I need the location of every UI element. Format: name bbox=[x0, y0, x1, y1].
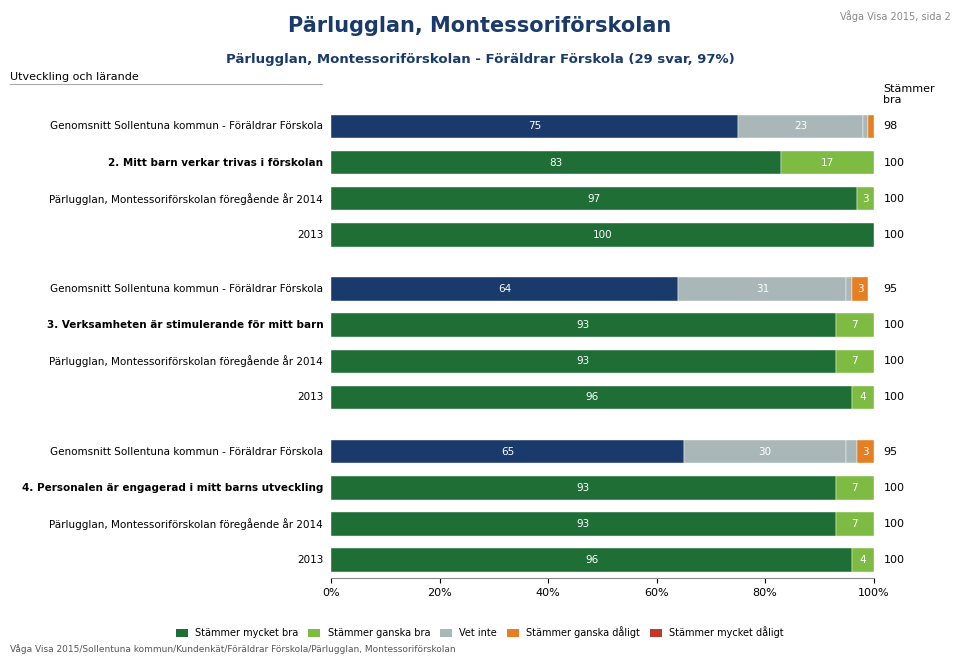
Text: 4. Personalen är engagerad i mitt barns utveckling: 4. Personalen är engagerad i mitt barns … bbox=[22, 483, 324, 493]
Legend: Stämmer mycket bra, Stämmer ganska bra, Vet inte, Stämmer ganska dåligt, Stämmer: Stämmer mycket bra, Stämmer ganska bra, … bbox=[172, 623, 788, 643]
Text: 3: 3 bbox=[862, 447, 869, 457]
Text: 17: 17 bbox=[821, 158, 834, 168]
Text: 3: 3 bbox=[856, 284, 863, 294]
Text: 100: 100 bbox=[883, 555, 904, 565]
Text: Våga Visa 2015/Sollentuna kommun/Kundenkät/Föräldrar Förskola/Pärlugglan, Montes: Våga Visa 2015/Sollentuna kommun/Kundenk… bbox=[10, 644, 455, 654]
Text: 100: 100 bbox=[883, 194, 904, 204]
Bar bbox=[852, 277, 868, 301]
Bar bbox=[847, 440, 857, 463]
Text: 3: 3 bbox=[862, 194, 869, 204]
Bar bbox=[331, 187, 857, 210]
Text: Våga Visa 2015, sida 2: Våga Visa 2015, sida 2 bbox=[840, 10, 950, 22]
Bar bbox=[781, 151, 874, 174]
Bar bbox=[857, 440, 874, 463]
Text: 98: 98 bbox=[883, 122, 898, 131]
Bar bbox=[835, 313, 874, 337]
Text: 96: 96 bbox=[585, 392, 598, 403]
Text: 7: 7 bbox=[852, 356, 858, 367]
Bar bbox=[331, 386, 852, 409]
Text: Pärlugglan, Montessoriförskolan: Pärlugglan, Montessoriförskolan bbox=[288, 16, 672, 36]
Text: 2013: 2013 bbox=[297, 230, 324, 240]
Text: 93: 93 bbox=[577, 320, 590, 330]
Text: 100: 100 bbox=[592, 230, 612, 240]
Text: 7: 7 bbox=[852, 483, 858, 493]
Bar bbox=[868, 115, 874, 138]
Bar bbox=[331, 313, 835, 337]
Text: Genomsnitt Sollentuna kommun - Föräldrar Förskola: Genomsnitt Sollentuna kommun - Föräldrar… bbox=[50, 447, 324, 457]
Text: 30: 30 bbox=[758, 447, 772, 457]
Bar bbox=[331, 512, 835, 535]
Text: 2. Mitt barn verkar trivas i förskolan: 2. Mitt barn verkar trivas i förskolan bbox=[108, 158, 324, 168]
Bar bbox=[857, 187, 874, 210]
Bar bbox=[684, 440, 847, 463]
Text: 100: 100 bbox=[883, 158, 904, 168]
Text: 65: 65 bbox=[501, 447, 515, 457]
Bar bbox=[835, 476, 874, 499]
Bar bbox=[738, 115, 863, 138]
Bar bbox=[852, 549, 874, 572]
Bar bbox=[331, 440, 684, 463]
Text: 4: 4 bbox=[859, 392, 866, 403]
Text: 64: 64 bbox=[498, 284, 512, 294]
Text: 100: 100 bbox=[883, 483, 904, 493]
Text: 7: 7 bbox=[852, 320, 858, 330]
Bar bbox=[679, 277, 847, 301]
Text: 93: 93 bbox=[577, 483, 590, 493]
Bar bbox=[331, 476, 835, 499]
Text: 2013: 2013 bbox=[297, 555, 324, 565]
Bar bbox=[331, 549, 852, 572]
Bar bbox=[331, 115, 738, 138]
Text: Stämmer
bra: Stämmer bra bbox=[883, 83, 935, 105]
Bar bbox=[835, 350, 874, 373]
Bar bbox=[331, 223, 874, 246]
Text: Utveckling och lärande: Utveckling och lärande bbox=[10, 72, 138, 82]
Text: 100: 100 bbox=[883, 519, 904, 529]
Text: Genomsnitt Sollentuna kommun - Föräldrar Förskola: Genomsnitt Sollentuna kommun - Föräldrar… bbox=[50, 122, 324, 131]
Text: 96: 96 bbox=[585, 555, 598, 565]
Bar bbox=[847, 277, 852, 301]
Bar bbox=[863, 115, 868, 138]
Text: 95: 95 bbox=[883, 447, 898, 457]
Text: 100: 100 bbox=[883, 230, 904, 240]
Text: 97: 97 bbox=[588, 194, 601, 204]
Bar bbox=[835, 512, 874, 535]
Bar bbox=[852, 386, 874, 409]
Text: 4: 4 bbox=[859, 555, 866, 565]
Text: Genomsnitt Sollentuna kommun - Föräldrar Förskola: Genomsnitt Sollentuna kommun - Föräldrar… bbox=[50, 284, 324, 294]
Text: 2013: 2013 bbox=[297, 392, 324, 403]
Text: 100: 100 bbox=[883, 356, 904, 367]
Text: 100: 100 bbox=[883, 392, 904, 403]
Text: 75: 75 bbox=[528, 122, 541, 131]
Text: Pärlugglan, Montessoriförskolan - Föräldrar Förskola (29 svar, 97%): Pärlugglan, Montessoriförskolan - Föräld… bbox=[226, 53, 734, 66]
Text: 3. Verksamheten är stimulerande för mitt barn: 3. Verksamheten är stimulerande för mitt… bbox=[46, 320, 324, 330]
Text: 7: 7 bbox=[852, 519, 858, 529]
Text: 31: 31 bbox=[756, 284, 769, 294]
Bar bbox=[331, 151, 781, 174]
Text: 23: 23 bbox=[794, 122, 807, 131]
Text: Pärlugglan, Montessoriförskolan föregående år 2014: Pärlugglan, Montessoriförskolan föregåen… bbox=[49, 193, 324, 205]
Bar bbox=[331, 277, 679, 301]
Text: Pärlugglan, Montessoriförskolan föregående år 2014: Pärlugglan, Montessoriförskolan föregåen… bbox=[49, 355, 324, 367]
Text: 93: 93 bbox=[577, 356, 590, 367]
Text: 95: 95 bbox=[883, 284, 898, 294]
Text: 93: 93 bbox=[577, 519, 590, 529]
Text: Pärlugglan, Montessoriförskolan föregående år 2014: Pärlugglan, Montessoriförskolan föregåen… bbox=[49, 518, 324, 530]
Text: 100: 100 bbox=[883, 320, 904, 330]
Text: 83: 83 bbox=[550, 158, 563, 168]
Bar bbox=[331, 350, 835, 373]
